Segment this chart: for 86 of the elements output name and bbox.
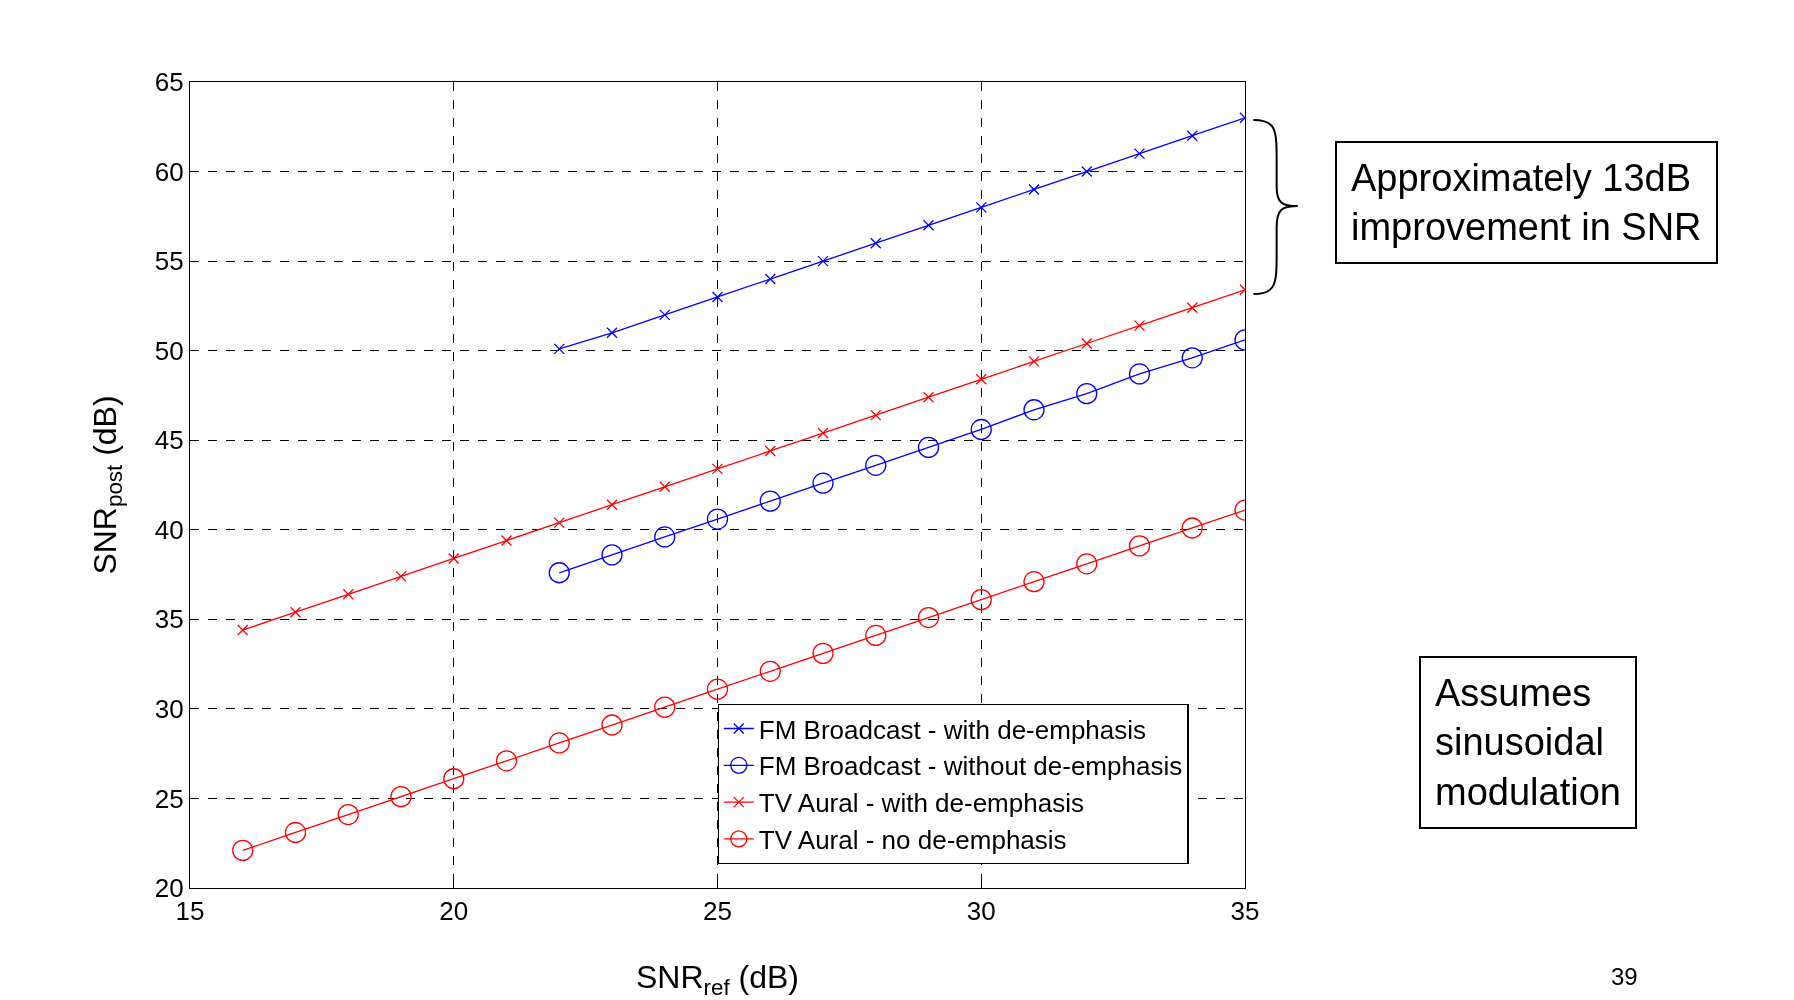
point [865,624,887,647]
point [289,606,302,618]
point [817,427,829,439]
point [970,418,992,441]
point [448,552,460,565]
point [975,201,987,214]
point [342,588,354,600]
legend-label: TV Aural - no de-emphasis [758,825,1067,856]
point [1186,302,1198,314]
point [711,463,724,475]
point [495,750,518,772]
point [922,219,935,231]
point [395,570,407,582]
point [711,291,724,303]
point [390,786,412,808]
text: Assumes sinusoidal modulation [1435,672,1621,813]
y-tick-label: 50 [154,335,184,366]
x-tick-label: 35 [1230,896,1260,927]
point [1181,517,1203,539]
point [764,273,776,285]
text: Approximately 13dB improvement in SNR [1351,157,1702,249]
y-tick-label: 40 [154,514,184,545]
legend-label: FM Broadcast - without de-emphasis [758,751,1183,782]
point [812,472,834,494]
x-tick-label: 25 [703,896,732,927]
point [1081,165,1093,178]
point [659,309,671,321]
point [1028,183,1040,196]
legend-label: TV Aural - with de-emphasis [758,788,1084,819]
y-tick-label: 60 [154,156,184,187]
point [706,678,729,700]
point [1133,319,1146,332]
y-tick-label: 35 [154,604,184,635]
point [443,768,465,790]
point [870,409,882,421]
point [654,696,676,718]
point [659,481,671,493]
point [553,516,565,529]
point [337,803,359,826]
legend-label: FM Broadcast - with de-emphasis [758,714,1147,745]
point [1128,535,1151,557]
point [553,343,565,355]
point [601,544,623,566]
point [500,534,513,547]
point [1186,130,1198,142]
point [1081,337,1093,350]
point [1128,363,1151,385]
y-tick-label: 25 [154,783,184,814]
x-tick-label: 30 [966,896,996,927]
x-tick-label: 20 [439,896,469,927]
point [1023,571,1045,593]
point [1023,399,1045,421]
point [654,526,676,548]
y-tick-label: 55 [154,246,184,277]
x-tick-label: 15 [175,896,205,927]
point [232,839,254,862]
point [917,436,940,459]
point [1181,347,1203,369]
y-tick-label: 65 [154,67,184,98]
point [1076,383,1098,405]
point [601,714,623,736]
point [706,508,729,530]
point [1076,553,1098,575]
point [759,490,781,512]
point [548,732,570,754]
point [970,588,992,611]
point [284,821,307,844]
point [606,327,618,339]
point [1133,147,1146,160]
point [817,255,829,267]
point [759,660,781,682]
point [812,642,834,664]
point [237,624,249,636]
point [606,499,618,511]
point [548,562,570,584]
x-axis-title: SNR$_{ref}$ (dB) [635,959,800,1000]
point [870,237,882,249]
point [865,454,887,476]
point [975,373,987,385]
point [764,445,776,457]
point [922,391,935,403]
point [1028,355,1040,368]
text: 39 [1611,963,1638,990]
y-tick-label: 30 [154,693,184,724]
point [917,606,940,629]
y-tick-label: 45 [154,425,184,456]
